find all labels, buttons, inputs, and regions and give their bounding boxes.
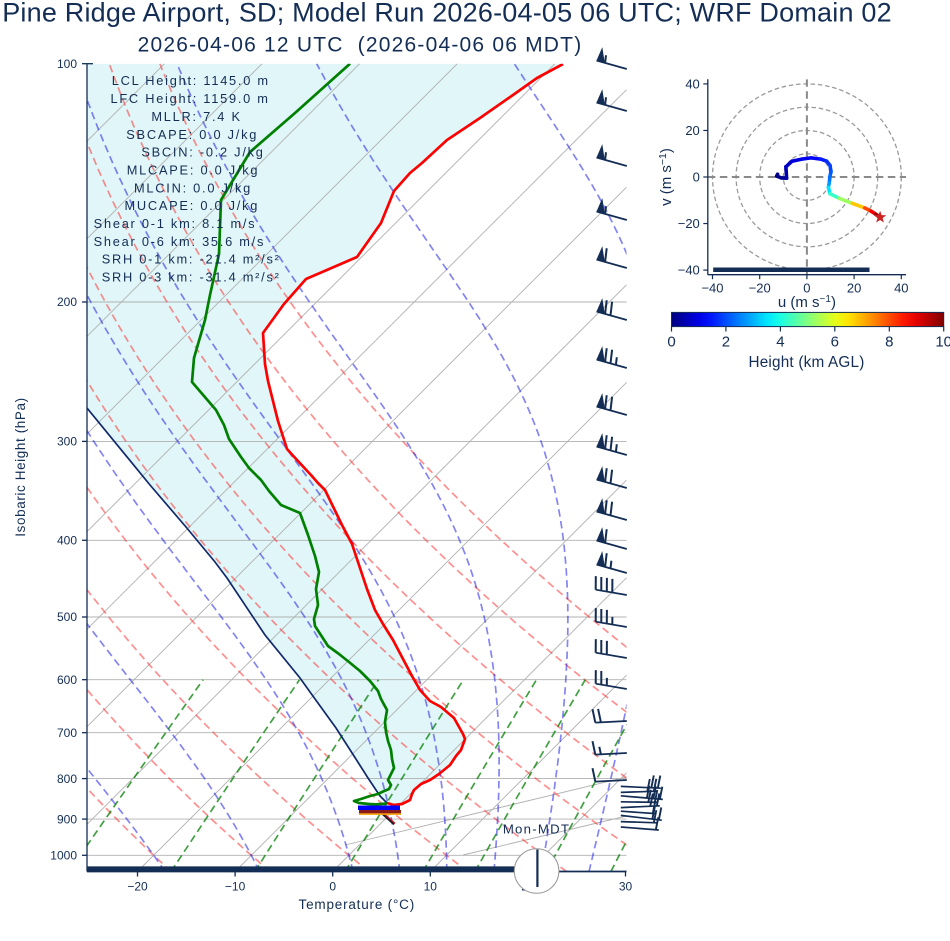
svg-text:Isobaric Height (hPa): Isobaric Height (hPa): [13, 397, 28, 536]
svg-text:−20: −20: [127, 880, 148, 894]
svg-text:0: 0: [667, 334, 675, 351]
svg-text:LFC Height: 1159.0 m: LFC Height: 1159.0 m: [110, 91, 269, 106]
svg-text:10: 10: [424, 880, 438, 894]
svg-text:4: 4: [776, 334, 784, 351]
svg-text:Shear 0-6 km: 35.6 m/s: Shear 0-6 km: 35.6 m/s: [94, 234, 266, 249]
svg-text:LCL Height: 1145.0 m: LCL Height: 1145.0 m: [112, 73, 270, 88]
svg-text:MUCAPE: 0.0 J/kg: MUCAPE: 0.0 J/kg: [124, 198, 259, 213]
svg-text:SRH 0-3 km: -31.4 m²/s²: SRH 0-3 km: -31.4 m²/s²: [102, 270, 281, 285]
svg-text:SBCIN: -0.2 J/kg: SBCIN: -0.2 J/kg: [141, 145, 264, 160]
svg-text:−10: −10: [225, 880, 246, 894]
svg-text:6: 6: [831, 334, 839, 351]
svg-text:−20: −20: [749, 281, 771, 296]
svg-text:500: 500: [57, 610, 77, 624]
svg-text:MLCAPE: 0.0 J/kg: MLCAPE: 0.0 J/kg: [127, 162, 260, 177]
svg-text:100: 100: [57, 57, 77, 71]
svg-text:20: 20: [847, 281, 861, 296]
svg-text:10: 10: [935, 334, 950, 351]
svg-text:Temperature (°C): Temperature (°C): [299, 897, 415, 912]
svg-text:−20: −20: [678, 216, 700, 231]
svg-text:20: 20: [685, 123, 699, 138]
svg-text:2026-04-06 12 UTC (2026-04-06: 2026-04-06 12 UTC (2026-04-06 06 MDT): [138, 34, 583, 57]
svg-text:MLLR: 7.4 K: MLLR: 7.4 K: [151, 109, 241, 124]
svg-text:200: 200: [57, 295, 77, 309]
svg-text:40: 40: [894, 281, 908, 296]
svg-text:SBCAPE: 0.0 J/kg: SBCAPE: 0.0 J/kg: [126, 127, 258, 142]
svg-text:−40: −40: [678, 263, 700, 278]
svg-text:SRH 0-1 km: -21.4 m²/s²: SRH 0-1 km: -21.4 m²/s²: [102, 252, 281, 267]
svg-text:1000: 1000: [50, 849, 77, 863]
svg-text:2: 2: [722, 334, 730, 351]
svg-text:−40: −40: [701, 281, 723, 296]
svg-text:Pine Ridge Airport, SD; Model: Pine Ridge Airport, SD; Model Run 2026-0…: [2, 0, 892, 28]
svg-text:900: 900: [57, 812, 77, 826]
svg-text:Shear 0-1 km: 8.1 m/s: Shear 0-1 km: 8.1 m/s: [94, 216, 257, 231]
svg-text:30: 30: [619, 880, 633, 894]
svg-text:0: 0: [329, 880, 336, 894]
svg-text:Mon-MDT: Mon-MDT: [503, 822, 570, 837]
svg-text:MLCIN: 0.0 J/kg: MLCIN: 0.0 J/kg: [134, 180, 252, 195]
svg-text:300: 300: [57, 435, 77, 449]
svg-text:700: 700: [57, 726, 77, 740]
svg-text:0: 0: [693, 170, 700, 185]
svg-text:600: 600: [57, 673, 77, 687]
svg-text:8: 8: [885, 334, 893, 351]
svg-text:800: 800: [57, 772, 77, 786]
svg-text:40: 40: [685, 76, 699, 91]
svg-text:400: 400: [57, 534, 77, 548]
svg-text:Height (km AGL): Height (km AGL): [748, 354, 864, 371]
